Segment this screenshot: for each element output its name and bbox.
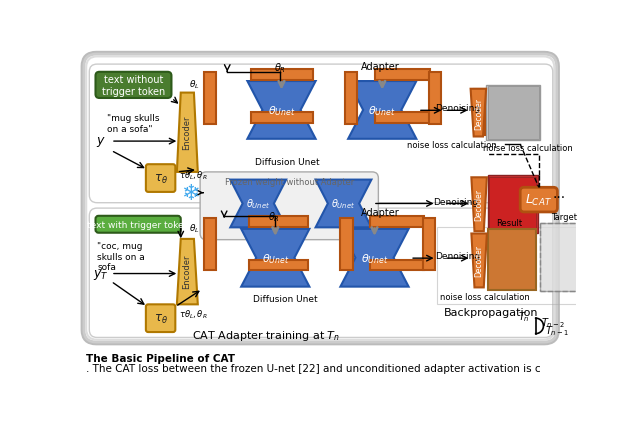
- Text: Target: Target: [550, 213, 577, 222]
- Text: $\theta_{Unet}$: $\theta_{Unet}$: [268, 104, 295, 118]
- FancyBboxPatch shape: [95, 216, 180, 233]
- FancyBboxPatch shape: [90, 65, 553, 203]
- Polygon shape: [248, 82, 316, 139]
- Polygon shape: [230, 180, 286, 228]
- FancyBboxPatch shape: [86, 57, 554, 340]
- FancyBboxPatch shape: [84, 55, 557, 342]
- Bar: [249, 260, 308, 271]
- Text: Adapter: Adapter: [362, 207, 400, 217]
- Text: Denoising: Denoising: [435, 251, 480, 260]
- Bar: [250, 69, 312, 81]
- Text: $\theta_L$: $\theta_L$: [189, 78, 200, 90]
- Bar: [429, 72, 441, 125]
- Text: Decoder: Decoder: [475, 189, 484, 221]
- Bar: [345, 72, 358, 125]
- Text: Encoder: Encoder: [182, 115, 191, 150]
- Text: ...: ...: [552, 186, 566, 200]
- Text: Diffusion Unet: Diffusion Unet: [255, 158, 320, 167]
- Bar: [488, 176, 538, 233]
- Text: Encoder: Encoder: [182, 254, 191, 289]
- Text: $T_n$: $T_n$: [518, 309, 529, 323]
- Text: $y$: $y$: [96, 135, 106, 149]
- Text: $\theta_R$: $\theta_R$: [268, 210, 280, 223]
- Text: noise loss calculation: noise loss calculation: [407, 140, 497, 150]
- Text: The Basic Pipeline of CAT: The Basic Pipeline of CAT: [86, 354, 236, 363]
- Text: $\theta_R$: $\theta_R$: [274, 61, 286, 75]
- FancyBboxPatch shape: [90, 209, 553, 338]
- Polygon shape: [340, 229, 408, 287]
- Text: . The CAT loss between the frozen U-net [22] and unconditioned adapter activatio: . The CAT loss between the frozen U-net …: [86, 363, 541, 373]
- Text: $\tau{\theta_L}, \theta_R$: $\tau{\theta_L}, \theta_R$: [179, 308, 208, 320]
- Bar: [488, 87, 539, 139]
- Polygon shape: [177, 93, 198, 173]
- Text: $\theta_{Unet}$: $\theta_{Unet}$: [361, 252, 388, 265]
- Text: Decoder: Decoder: [475, 245, 484, 277]
- Text: $\theta_{Unet}$: $\theta_{Unet}$: [369, 104, 396, 118]
- Polygon shape: [472, 234, 487, 288]
- Text: $\tau{\theta_L}, \theta_R$: $\tau{\theta_L}, \theta_R$: [179, 169, 208, 182]
- FancyBboxPatch shape: [83, 53, 558, 344]
- Text: Denoising: Denoising: [433, 197, 479, 206]
- Polygon shape: [177, 239, 198, 305]
- Text: $\theta_L$: $\theta_L$: [189, 222, 200, 234]
- Text: "coc, mug
skulls on a
sofa: "coc, mug skulls on a sofa: [97, 242, 145, 271]
- Bar: [249, 216, 308, 227]
- Text: $T_{n-2}$: $T_{n-2}$: [541, 315, 565, 329]
- Text: noise loss calculation: noise loss calculation: [483, 144, 573, 153]
- Bar: [540, 224, 587, 291]
- Bar: [374, 69, 430, 81]
- Bar: [340, 219, 353, 271]
- Text: $L_{CAT}$: $L_{CAT}$: [525, 193, 552, 208]
- Bar: [422, 219, 435, 271]
- Text: CAT Adapter training at $T_n$: CAT Adapter training at $T_n$: [193, 328, 340, 343]
- Polygon shape: [241, 229, 309, 287]
- Text: $T_{n-1}$: $T_{n-1}$: [545, 323, 569, 337]
- Text: $\theta_{Unet}$: $\theta_{Unet}$: [246, 197, 271, 211]
- Text: ❄: ❄: [180, 183, 200, 203]
- Bar: [486, 86, 540, 141]
- Bar: [489, 177, 536, 232]
- Bar: [374, 112, 430, 124]
- FancyBboxPatch shape: [146, 305, 175, 332]
- Text: $\tau_{\theta}$: $\tau_{\theta}$: [154, 312, 168, 325]
- Text: Adapter: Adapter: [362, 61, 400, 72]
- Polygon shape: [474, 89, 484, 135]
- Text: Backpropagation: Backpropagation: [444, 307, 538, 317]
- Text: $\theta_{Unet}$: $\theta_{Unet}$: [332, 197, 356, 211]
- Bar: [488, 229, 536, 291]
- Bar: [250, 112, 312, 124]
- FancyBboxPatch shape: [146, 165, 175, 193]
- Text: $\tau_{\theta}$: $\tau_{\theta}$: [154, 172, 168, 185]
- Polygon shape: [472, 178, 487, 232]
- Text: text without
trigger token: text without trigger token: [102, 75, 165, 96]
- Polygon shape: [470, 89, 486, 137]
- Polygon shape: [316, 180, 371, 228]
- Text: noise loss calculation: noise loss calculation: [440, 293, 529, 302]
- Polygon shape: [348, 82, 417, 139]
- Bar: [370, 260, 424, 271]
- Bar: [370, 216, 424, 227]
- Text: Frozen weight without Adapter: Frozen weight without Adapter: [225, 177, 354, 186]
- Text: Denoising: Denoising: [435, 104, 480, 112]
- FancyBboxPatch shape: [95, 72, 172, 99]
- Text: text with trigger token: text with trigger token: [87, 220, 189, 229]
- Text: $\theta_{Unet}$: $\theta_{Unet}$: [262, 252, 289, 265]
- FancyBboxPatch shape: [200, 173, 378, 240]
- FancyBboxPatch shape: [520, 188, 557, 213]
- Bar: [204, 219, 216, 271]
- Text: "mug skulls
on a sofa": "mug skulls on a sofa": [107, 114, 159, 133]
- Bar: [204, 72, 216, 125]
- Bar: [436, 228, 591, 305]
- Text: Diffusion Unet: Diffusion Unet: [253, 294, 317, 303]
- Text: Result: Result: [496, 218, 522, 227]
- Text: $y_T$: $y_T$: [93, 267, 109, 281]
- Text: Decoder: Decoder: [474, 98, 483, 130]
